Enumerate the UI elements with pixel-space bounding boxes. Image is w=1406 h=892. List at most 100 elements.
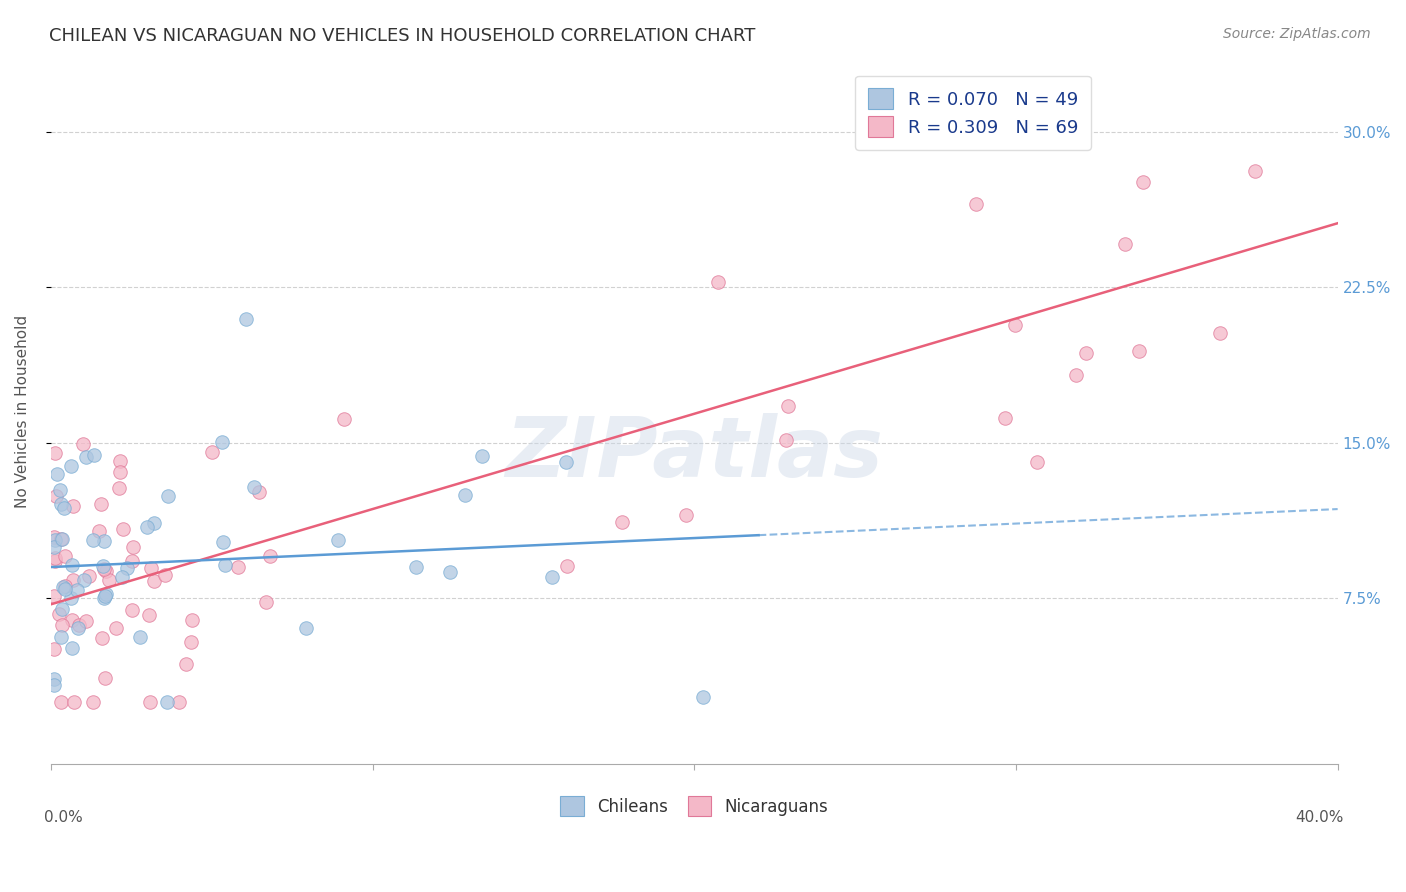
Point — [105, 622, 128, 636]
Point — [259, 549, 281, 563]
Point — [77, 569, 100, 583]
Point — [62, 695, 84, 709]
Point — [143, 516, 166, 530]
Point — [1132, 175, 1154, 189]
Point — [242, 480, 264, 494]
Point — [49, 630, 72, 644]
Point — [94, 564, 117, 578]
Point — [333, 411, 356, 425]
Point — [167, 695, 190, 709]
Point — [59, 458, 82, 473]
Point — [326, 533, 349, 548]
Point — [59, 591, 82, 605]
Point — [83, 448, 105, 462]
Point — [44, 589, 66, 603]
Point — [53, 578, 76, 592]
Point — [48, 607, 70, 622]
Point — [121, 554, 143, 568]
Point — [52, 500, 75, 515]
Point — [51, 695, 73, 709]
Point — [470, 450, 492, 464]
Point — [75, 450, 97, 465]
Point — [44, 533, 66, 548]
Text: 0.0%: 0.0% — [45, 810, 83, 824]
Point — [139, 695, 162, 709]
Point — [60, 640, 83, 655]
Point — [214, 558, 236, 573]
Point — [53, 582, 76, 597]
Point — [98, 574, 121, 588]
Point — [1025, 455, 1047, 469]
Point — [610, 515, 633, 529]
Point — [454, 488, 477, 502]
Legend: Chileans, Nicaraguans: Chileans, Nicaraguans — [554, 789, 835, 822]
Point — [254, 595, 277, 609]
Point — [138, 607, 160, 622]
Point — [108, 465, 131, 479]
Point — [121, 603, 143, 617]
Point — [439, 565, 461, 579]
Point — [554, 455, 576, 469]
Point — [1209, 326, 1232, 341]
Point — [1244, 163, 1267, 178]
Point — [965, 197, 987, 211]
Point — [94, 589, 117, 603]
Point — [111, 570, 134, 584]
Point — [44, 641, 66, 656]
Point — [235, 311, 257, 326]
Point — [44, 554, 66, 568]
Point — [49, 497, 72, 511]
Point — [51, 618, 73, 632]
Point — [91, 559, 114, 574]
Point — [91, 631, 114, 645]
Point — [294, 621, 316, 635]
Point — [45, 467, 67, 481]
Point — [89, 524, 111, 538]
Text: 40.0%: 40.0% — [1296, 810, 1344, 824]
Point — [1128, 344, 1150, 359]
Point — [42, 540, 65, 554]
Point — [60, 613, 83, 627]
Point — [44, 446, 66, 460]
Point — [51, 580, 73, 594]
Point — [82, 695, 104, 709]
Point — [135, 520, 157, 534]
Point — [72, 573, 94, 587]
Point — [62, 500, 84, 514]
Point — [112, 522, 135, 536]
Point — [51, 533, 73, 547]
Point — [42, 530, 65, 544]
Point — [93, 562, 115, 576]
Point — [405, 560, 427, 574]
Point — [94, 671, 117, 685]
Point — [115, 561, 138, 575]
Point — [180, 613, 202, 627]
Point — [44, 550, 66, 565]
Point — [66, 583, 89, 598]
Point — [247, 485, 270, 500]
Point — [994, 411, 1017, 425]
Point — [139, 561, 162, 575]
Point — [675, 508, 697, 523]
Point — [108, 454, 131, 468]
Point — [201, 445, 224, 459]
Point — [156, 695, 179, 709]
Point — [707, 276, 730, 290]
Point — [1074, 346, 1097, 360]
Point — [51, 601, 73, 615]
Point — [49, 533, 72, 547]
Point — [541, 570, 564, 584]
Point — [122, 541, 145, 555]
Point — [142, 574, 165, 589]
Point — [93, 534, 115, 549]
Point — [157, 489, 180, 503]
Point — [776, 399, 799, 413]
Point — [108, 481, 131, 495]
Point — [226, 559, 249, 574]
Text: Source: ZipAtlas.com: Source: ZipAtlas.com — [1223, 27, 1371, 41]
Point — [1004, 318, 1026, 332]
Point — [180, 635, 202, 649]
Point — [93, 591, 115, 606]
Point — [75, 614, 97, 628]
Point — [155, 568, 177, 582]
